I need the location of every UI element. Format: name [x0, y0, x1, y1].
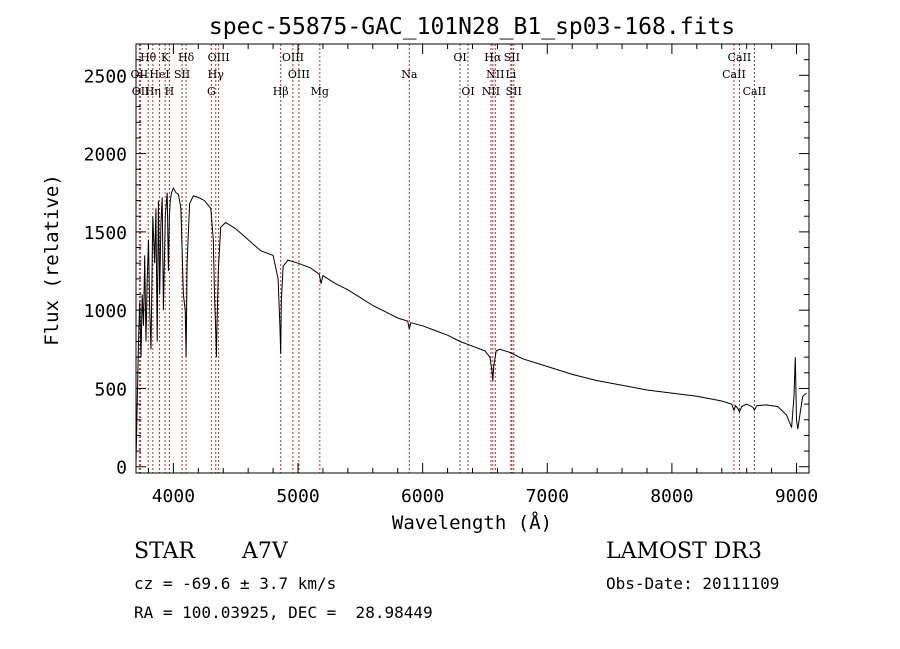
emission-line-markers: [138, 44, 755, 473]
y-tick-label: 2000: [84, 145, 127, 166]
x-tick-label: 8000: [650, 486, 693, 507]
line-label-21: G: [207, 85, 216, 98]
line-label-7: SII: [504, 51, 520, 64]
line-label-3: OIII: [208, 51, 230, 64]
x-tick-label: 4000: [152, 486, 195, 507]
line-label-6: Hα: [484, 51, 502, 64]
x-tick-label: 6000: [401, 486, 444, 507]
object-class: STAR: [134, 539, 195, 564]
line-label-26: SII: [506, 85, 522, 98]
line-label-20: H: [165, 85, 175, 98]
y-tick-label: 1500: [84, 223, 127, 244]
line-label-4: OIII: [282, 51, 304, 64]
line-label-9: OII: [131, 68, 149, 81]
spectral-subclass: A7V: [242, 539, 288, 564]
line-label-11: SII: [174, 68, 190, 81]
x-tick-label: 7000: [526, 486, 569, 507]
y-tick-label: 1000: [84, 301, 127, 322]
line-label-1: K: [161, 51, 170, 64]
spectrum-line: [135, 186, 807, 464]
y-tick-label: 500: [94, 379, 127, 400]
line-label-12: Hγ: [208, 68, 225, 81]
line-label-10: HeI: [149, 68, 169, 81]
x-tick-label: 9000: [775, 486, 818, 507]
y-axis-label: Flux (relative): [41, 174, 63, 346]
line-label-0: Hθ: [140, 51, 157, 64]
line-label-5: OI: [453, 51, 466, 64]
observation-date: Obs-Date: 20111109: [606, 574, 780, 593]
coordinates: RA = 100.03925, DEC = 28.98449: [134, 603, 433, 622]
line-label-14: Na: [401, 68, 418, 81]
plot-frame: [135, 43, 810, 474]
redshift-velocity: cz = -69.6 ± 3.7 km/s: [134, 574, 337, 593]
line-label-13: OIII: [288, 68, 310, 81]
survey-name: LAMOST DR3: [606, 539, 762, 564]
line-label-22: Hβ: [273, 85, 289, 98]
line-label-25: NII: [482, 85, 500, 98]
x-axis-label: Wavelength (Å): [392, 511, 552, 534]
line-label-27: CaII: [743, 85, 767, 98]
line-label-8: CaII: [728, 51, 752, 64]
y-axis: 0 500 1000 1500 2000 2500: [84, 59, 809, 479]
line-label-24: OI: [461, 85, 474, 98]
y-tick-label: 2500: [84, 66, 127, 87]
x-axis: 4000 5000 6000 7000 8000 9000: [147, 44, 818, 507]
line-label-15: NII: [486, 68, 504, 81]
chart-title: spec-55875-GAC_101N28_B1_sp03-168.fits: [209, 14, 735, 40]
spectrum-chart: spec-55875-GAC_101N28_B1_sp03-168.fits H…: [41, 14, 818, 534]
line-label-2: Hδ: [178, 51, 195, 64]
line-label-17: CaII: [722, 68, 746, 81]
line-label-16: Li: [505, 68, 516, 81]
line-label-19: Hη: [145, 85, 161, 98]
x-tick-label: 5000: [276, 486, 319, 507]
y-tick-label: 0: [116, 458, 127, 479]
line-label-23: Mg: [311, 85, 329, 98]
